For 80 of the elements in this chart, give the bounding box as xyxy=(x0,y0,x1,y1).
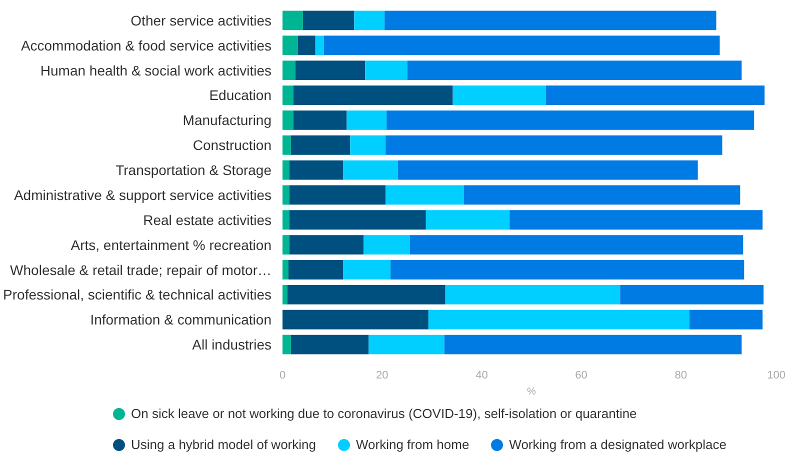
bar xyxy=(289,185,386,205)
bar xyxy=(289,235,364,255)
x-tick-label: 0 xyxy=(279,370,286,382)
bar xyxy=(428,310,690,330)
bar xyxy=(290,135,350,155)
bar xyxy=(444,334,742,354)
bar xyxy=(290,334,369,354)
legend-label: Using a hybrid model of working xyxy=(131,436,316,454)
bar xyxy=(343,160,398,180)
y-tick-label: Transportation & Storage xyxy=(116,162,272,178)
bar xyxy=(546,86,765,105)
bar xyxy=(302,10,354,30)
bar xyxy=(282,110,294,130)
x-axis-title: % xyxy=(527,386,536,398)
x-tick-label: 40 xyxy=(476,370,488,382)
bar xyxy=(620,284,764,304)
x-tick-label: 20 xyxy=(376,370,388,382)
bar xyxy=(298,36,316,56)
bar xyxy=(282,10,303,30)
bar xyxy=(343,260,391,280)
bar xyxy=(386,185,464,205)
bar xyxy=(282,185,290,205)
bar xyxy=(510,210,763,230)
y-tick-label: Professional, scientific & technical activities xyxy=(3,286,272,303)
bar xyxy=(293,110,347,130)
bar xyxy=(295,60,366,80)
legend-label: On sick leave or not working due to coronavirus (COVID-19), self-isolation or quarantine xyxy=(131,405,637,423)
bar xyxy=(390,260,744,280)
bar xyxy=(282,235,290,255)
bar xyxy=(282,36,298,56)
bar xyxy=(365,60,408,80)
bar xyxy=(445,284,620,304)
bar xyxy=(324,36,720,56)
bar xyxy=(689,310,763,330)
bar xyxy=(282,334,291,354)
y-tick-label: Information & communication xyxy=(90,312,272,328)
x-tick-label: 80 xyxy=(674,370,688,382)
bar xyxy=(282,60,296,80)
legend-label: Working from a designated workplace xyxy=(509,436,726,454)
bar xyxy=(354,10,385,30)
y-tick-label: Construction xyxy=(192,137,272,154)
y-tick-label: Human health & social work activities xyxy=(40,62,272,78)
bar xyxy=(452,86,546,105)
bar xyxy=(282,210,290,230)
y-tick-label: Manufacturing xyxy=(182,112,272,128)
bar xyxy=(384,10,716,30)
bar xyxy=(282,86,294,105)
bar xyxy=(364,235,410,255)
bar xyxy=(386,110,754,130)
bar xyxy=(315,36,324,56)
y-tick-label: Accommodation & food service activities xyxy=(20,37,272,54)
y-tick-label: Education xyxy=(209,87,272,104)
y-tick-label: Real estate activities xyxy=(143,212,272,228)
bar xyxy=(288,260,344,280)
bar xyxy=(282,310,428,330)
bar xyxy=(289,210,426,230)
y-tick-label: All industries xyxy=(192,336,272,353)
bar xyxy=(386,135,722,155)
bar xyxy=(368,334,444,354)
bar xyxy=(293,86,453,105)
bar xyxy=(426,210,510,230)
bar xyxy=(287,284,446,304)
bar xyxy=(282,135,291,155)
legend-label: Working from home xyxy=(356,436,470,454)
bar xyxy=(289,160,344,180)
bar xyxy=(398,160,698,180)
y-tick-label: Wholesale & retail trade; repair of motor… xyxy=(10,262,272,278)
bar xyxy=(408,60,742,80)
x-tick-label: 100 xyxy=(767,370,785,382)
y-tick-label: Other service activities xyxy=(130,12,272,28)
bar xyxy=(282,260,288,280)
bar xyxy=(346,110,387,130)
bar xyxy=(464,185,740,205)
bar xyxy=(350,135,386,155)
x-tick-label: 60 xyxy=(575,370,588,382)
y-tick-label: Administrative & support service activities xyxy=(14,186,272,203)
bar xyxy=(282,160,290,180)
y-tick-label: Arts, entertainment % recreation xyxy=(70,236,272,253)
bar xyxy=(410,235,744,255)
bar xyxy=(282,284,288,304)
